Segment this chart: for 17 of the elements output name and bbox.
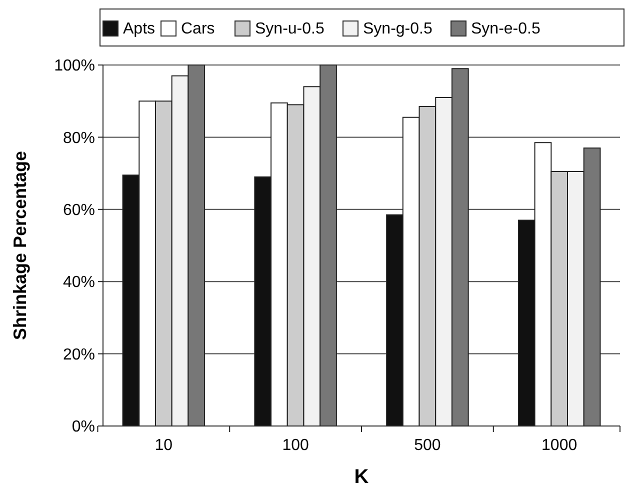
- y-axis-title: Shrinkage Percentage: [10, 150, 30, 340]
- y-tick-label: 20%: [62, 346, 95, 364]
- legend-label: Syn-u-0.5: [255, 20, 324, 38]
- legend-label: Syn-g-0.5: [363, 20, 432, 38]
- y-tick-label: 0%: [72, 418, 95, 436]
- x-tick-label: 500: [414, 437, 441, 454]
- x-tick-label: 100: [282, 437, 309, 454]
- y-tick-label: 40%: [62, 274, 95, 292]
- x-axis-title: K: [354, 466, 370, 488]
- x-tick-label: 1000: [542, 437, 578, 454]
- legend-label: Syn-e-0.5: [471, 20, 540, 38]
- y-tick-label: 60%: [62, 202, 95, 219]
- y-tick-label: 80%: [62, 130, 95, 147]
- y-tick-label: 100%: [54, 58, 95, 75]
- x-tick-label: 10: [154, 437, 173, 454]
- legend-label: Cars: [181, 20, 215, 38]
- legend-label: Apts: [123, 20, 156, 38]
